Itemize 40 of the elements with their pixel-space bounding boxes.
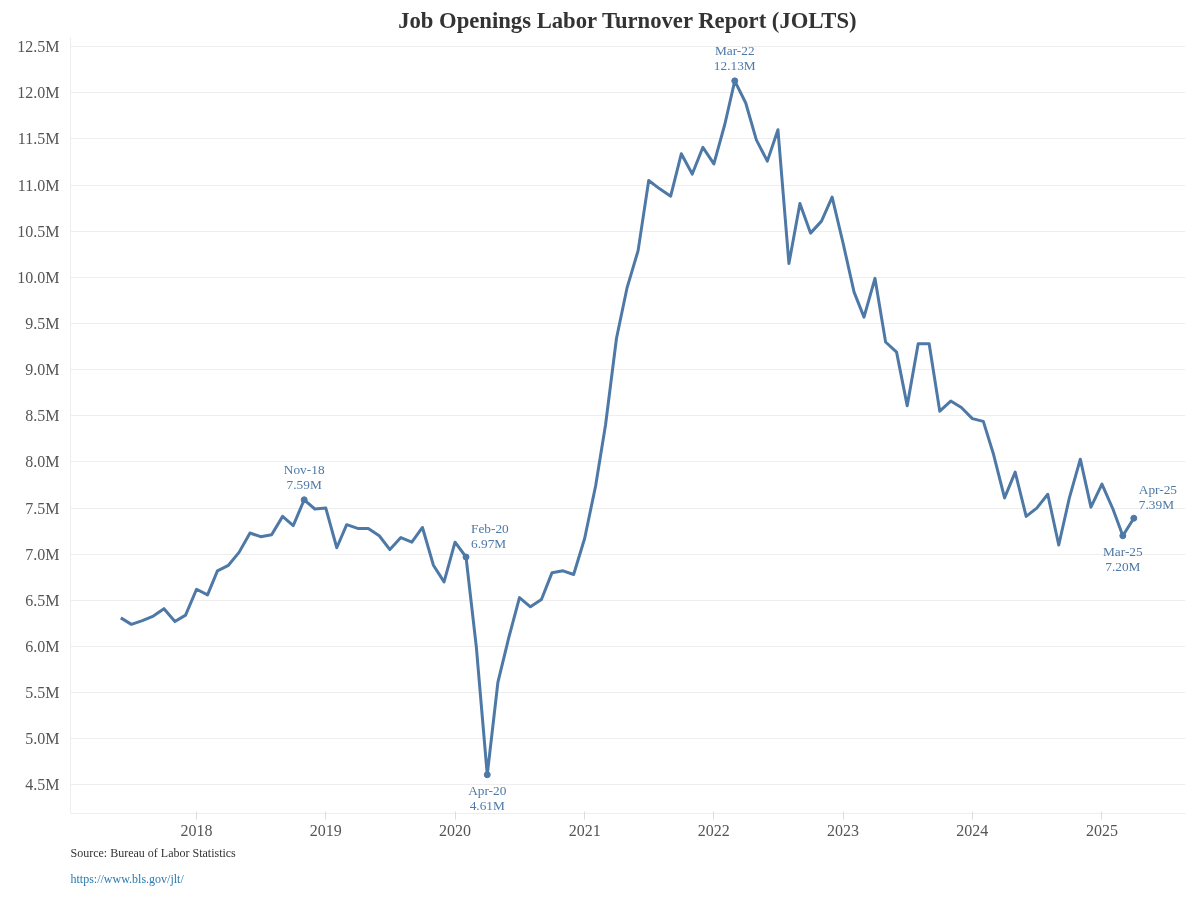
point [483,771,491,779]
y-tick-label: 5.0M [25,730,60,748]
y-tick-label: 4.5M [25,776,60,794]
y-tick-label: 10.0M [17,268,60,286]
annotation: Mar-25 7.20M [1102,543,1144,574]
y-tick-label: 7.0M [25,545,60,563]
annotation: Feb-20 6.97M [471,520,510,551]
y-tick-label: 9.5M [25,315,60,333]
point [300,496,308,504]
x-tick-label: 2021 [568,821,601,839]
point [462,553,470,561]
x-tick-label: 2023 [827,821,860,839]
x-tick-label: 2022 [697,821,730,839]
x-tick-label: 2024 [956,821,989,839]
source-note: Source: Bureau of Labor Statistics [70,845,237,860]
x-tick-label: 2025 [1085,821,1118,839]
annotation: Apr-25 7.39M [1138,482,1178,513]
y-tick-label: 7.5M [25,499,60,517]
y-tick-label: 11.0M [17,176,60,194]
annotation: Nov-18 7.59M [283,461,325,492]
y-tick-label: 5.5M [25,684,60,702]
point [1119,532,1127,540]
y-tick-label: 8.0M [25,453,60,471]
point [1130,514,1138,522]
y-tick-label: 8.5M [25,407,60,425]
y-tick-label: 11.5M [17,130,60,148]
chart-title: Job Openings Labor Turnover Report (JOLTS) [398,7,857,33]
text: https://www.bls.gov/jlt/ [70,871,185,886]
y-tick-label: 12.0M [17,84,60,102]
point [731,77,739,85]
x-tick-label: 2019 [309,821,342,839]
y-tick-label: 6.5M [25,591,60,609]
y-tick-label: 10.5M [17,222,60,240]
annotation: Mar-22 12.13M [713,42,756,73]
y-tick-label: 6.0M [25,637,60,655]
x-tick-label: 2018 [180,821,213,839]
y-tick-label: 12.5M [17,38,60,56]
annotation: Apr-20 4.61M [468,782,507,813]
x-tick-label: 2020 [439,821,472,839]
y-tick-label: 9.0M [25,361,60,379]
